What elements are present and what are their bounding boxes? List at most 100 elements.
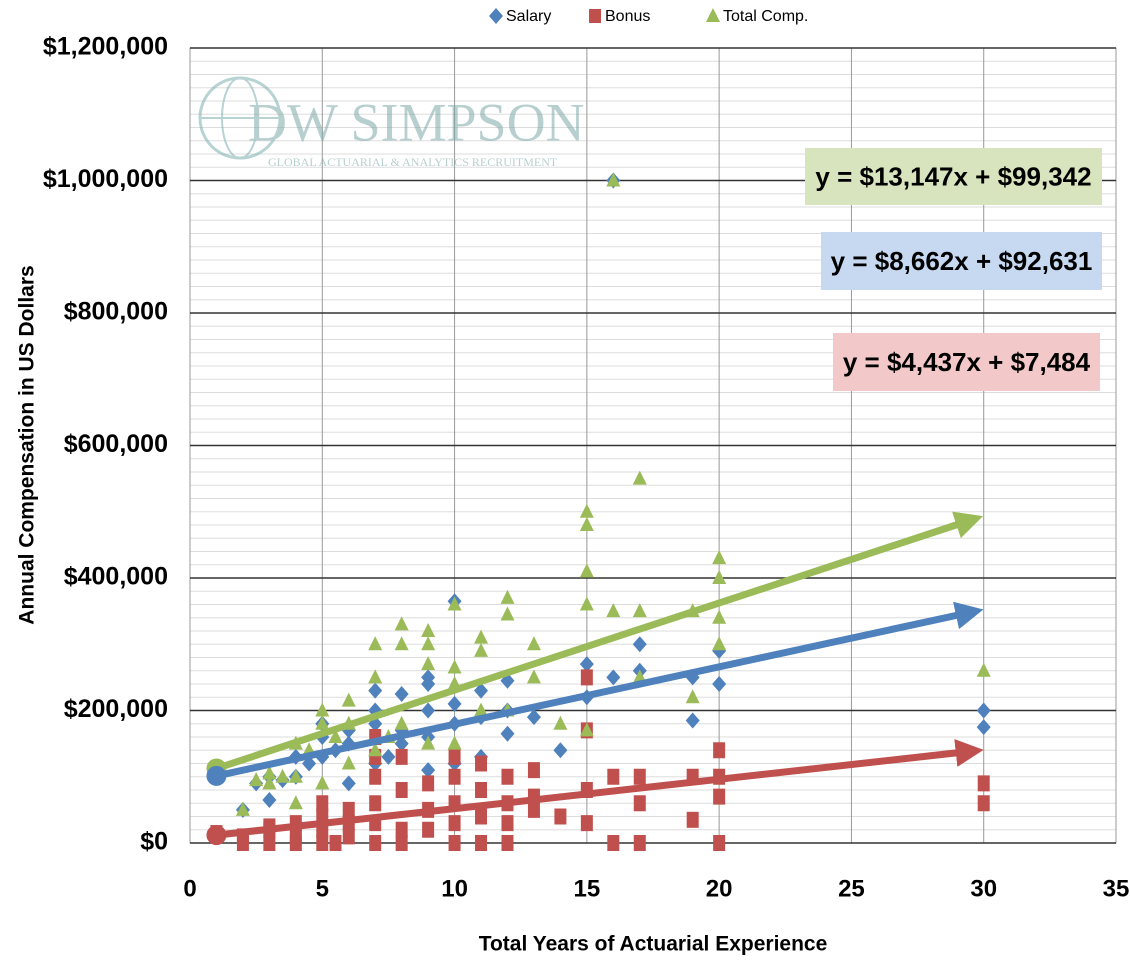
point <box>421 636 436 651</box>
point <box>422 775 435 792</box>
point <box>369 768 382 785</box>
point <box>368 742 383 757</box>
point <box>448 768 461 785</box>
point <box>606 172 621 187</box>
point <box>422 821 435 838</box>
point <box>475 835 488 851</box>
equation: y = $4,437x + $7,484 <box>843 347 1091 377</box>
point <box>447 695 462 712</box>
point <box>315 775 330 790</box>
point <box>381 748 396 765</box>
x-tick-label: 10 <box>441 875 468 902</box>
point <box>579 517 594 531</box>
point <box>632 636 647 653</box>
point <box>976 702 991 719</box>
legend: Salary Bonus Total Comp. <box>489 8 808 25</box>
point <box>342 801 355 818</box>
logo: DW SIMPSON GLOBAL ACTUARIAL & ANALYTICS … <box>198 76 585 169</box>
legend-marker <box>489 8 503 24</box>
point <box>421 735 436 750</box>
point <box>633 768 646 785</box>
point <box>607 768 620 785</box>
point <box>607 835 620 851</box>
point <box>369 835 382 851</box>
point <box>580 815 593 832</box>
point <box>526 669 541 684</box>
point <box>395 748 408 765</box>
x-tick-label: 20 <box>706 875 733 902</box>
point <box>712 570 727 584</box>
y-tick-label: $400,000 <box>64 563 168 591</box>
point <box>394 715 409 730</box>
point <box>500 606 515 621</box>
y-axis-title: Annual Compensation in US Dollars <box>16 265 39 624</box>
point <box>976 662 991 677</box>
point <box>394 685 409 702</box>
x-tick-label: 35 <box>1103 875 1130 902</box>
point <box>341 755 356 770</box>
point <box>289 828 302 845</box>
point <box>448 835 461 851</box>
point <box>394 636 409 651</box>
y-tick-label: $800,000 <box>64 298 168 326</box>
point <box>316 835 329 851</box>
point <box>315 715 330 730</box>
point <box>421 669 436 686</box>
y-tick-label: $200,000 <box>64 695 168 723</box>
point <box>341 692 356 707</box>
legend-label: Total Comp. <box>723 8 808 25</box>
trendline-start <box>206 825 227 846</box>
equation: y = $13,147x + $99,342 <box>815 161 1091 191</box>
point <box>474 702 489 717</box>
equation-box <box>833 333 1100 391</box>
point <box>713 835 726 851</box>
point <box>316 795 329 812</box>
point <box>500 589 515 604</box>
trendlines: y = $13,147x + $99,342 y = $8,662x + $92,… <box>206 148 1102 846</box>
point <box>421 702 436 719</box>
logo-name: DW SIMPSON <box>248 92 585 152</box>
point <box>395 835 408 851</box>
point <box>262 775 277 790</box>
y-tick-label: $0 <box>140 828 168 856</box>
point <box>275 768 290 783</box>
point <box>580 669 593 686</box>
legend-marker <box>589 9 601 23</box>
equation-box <box>821 232 1102 290</box>
point <box>685 689 700 704</box>
point <box>632 470 647 485</box>
point <box>526 709 541 726</box>
equation: y = $8,662x + $92,631 <box>831 246 1093 276</box>
x-tick-label: 25 <box>838 875 865 902</box>
point <box>501 768 514 785</box>
point <box>369 795 382 812</box>
point <box>447 596 462 611</box>
legend-label: Bonus <box>605 8 650 25</box>
point <box>606 669 621 686</box>
trendline <box>215 601 984 780</box>
point <box>368 682 383 699</box>
x-tick-label: 0 <box>183 875 196 902</box>
point <box>579 563 594 578</box>
point <box>341 775 356 792</box>
point <box>448 815 461 832</box>
point <box>633 835 646 851</box>
point <box>368 669 383 684</box>
point <box>526 636 541 651</box>
point <box>500 725 515 742</box>
point <box>288 768 303 783</box>
point <box>368 636 383 651</box>
point <box>421 656 436 671</box>
point <box>474 642 489 657</box>
point <box>712 676 727 692</box>
point <box>527 801 540 818</box>
point <box>421 762 436 779</box>
point <box>685 712 700 729</box>
x-tick-label: 30 <box>970 875 997 902</box>
point <box>632 603 647 618</box>
point <box>474 682 489 699</box>
point <box>579 722 594 737</box>
legend-label: Salary <box>506 8 551 25</box>
trendline-start <box>206 765 227 786</box>
